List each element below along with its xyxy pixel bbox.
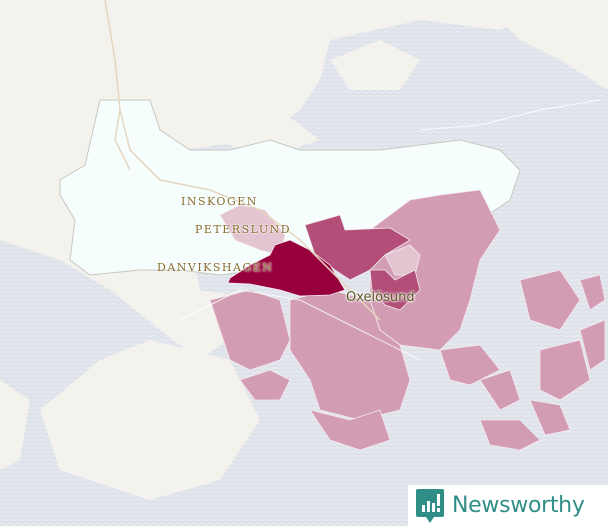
- region-pale-2: [384, 244, 421, 276]
- roads: [104, 0, 381, 321]
- place-label-inskogen: INSKOGEN: [181, 195, 258, 208]
- place-label-peterslund: PETERSLUND: [195, 223, 292, 236]
- bar-chart-speech-bubble-icon: [416, 488, 444, 523]
- region-medium-2: [369, 269, 421, 311]
- region-light-islands-south: [239, 369, 391, 451]
- brand-name: Newsworthy: [452, 493, 585, 518]
- region-light-south: [289, 289, 411, 421]
- choropleth-regions: [209, 189, 606, 451]
- place-label-danvikshagen: DANVIKSHAGEN: [157, 261, 274, 274]
- newsworthy-logo[interactable]: Newsworthy: [408, 485, 608, 526]
- city-label-oxelosund: Oxelösund: [346, 290, 415, 305]
- boundaries: [179, 99, 601, 361]
- land-islands: [40, 0, 608, 500]
- region-light-islands-east: [439, 269, 606, 451]
